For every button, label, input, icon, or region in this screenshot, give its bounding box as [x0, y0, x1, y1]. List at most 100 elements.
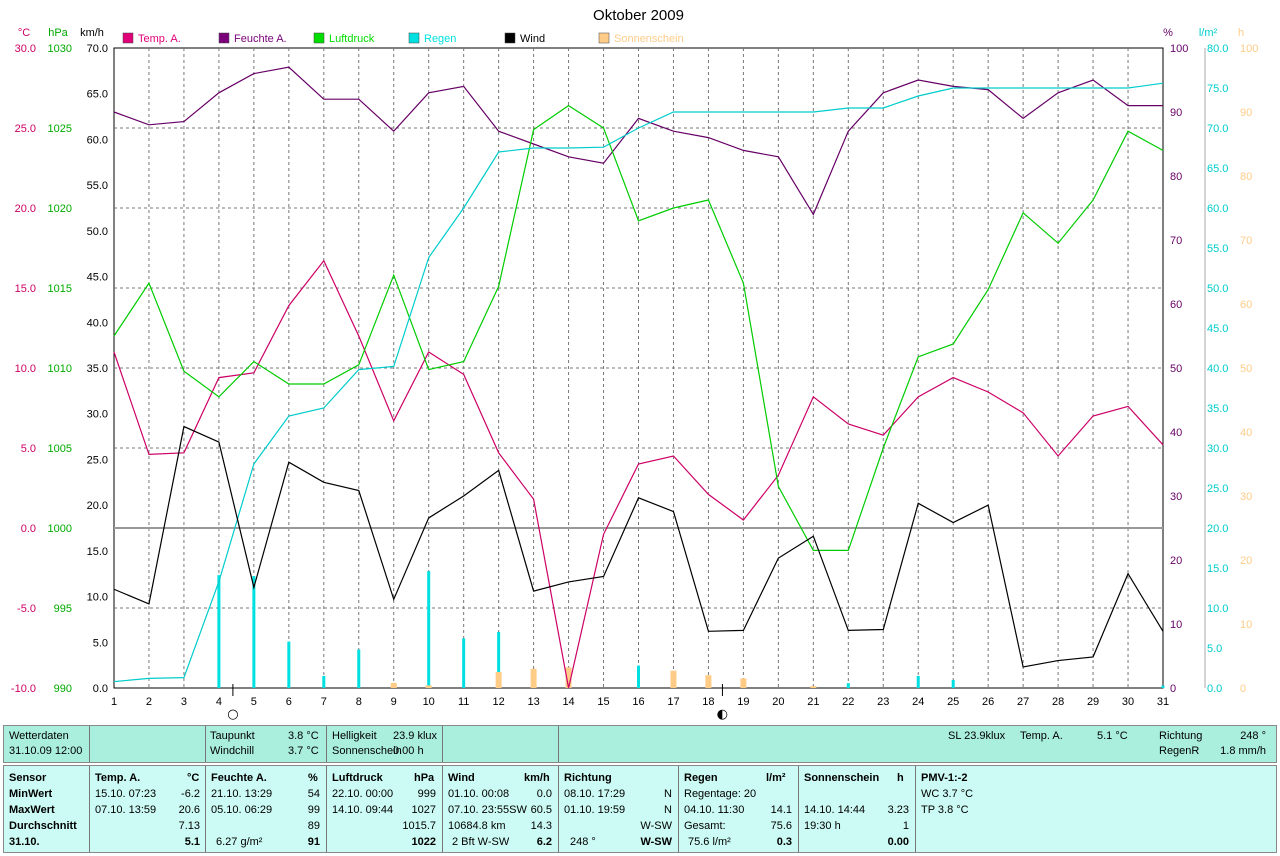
- axis-tick-label-temp: 10.0: [15, 363, 36, 375]
- x-tick-label: 8: [356, 696, 362, 708]
- wind-bft: 2 Bft W-SW: [452, 836, 510, 848]
- axis-tick-label-wind: 30.0: [87, 409, 108, 421]
- axis-tick-label-rain: 0.0: [1207, 683, 1222, 695]
- direction-avg-value: W-SW: [640, 820, 672, 832]
- series-line-regen: [113, 82, 1164, 683]
- x-tick-label: 27: [1017, 696, 1029, 708]
- pressure-header: Luftdruck: [332, 772, 383, 784]
- bar-sunshine: [530, 668, 537, 688]
- average-label: Durchschnitt: [9, 820, 77, 832]
- pmv-windchill: WC 3.7 °C: [921, 788, 974, 800]
- axis-tick-label-rain: 80.0: [1207, 43, 1228, 55]
- axis-tick-label-wind: 65.0: [87, 89, 108, 101]
- sun-today-value: 0.00: [887, 836, 909, 848]
- axis-tick-label-wind: 40.0: [87, 317, 108, 329]
- series-line-tempa: [113, 259, 1164, 689]
- bar-rain: [1161, 685, 1165, 688]
- direction-min-value: N: [664, 788, 672, 800]
- bar-sunshine: [670, 670, 677, 688]
- x-tick-label: 18: [702, 696, 714, 708]
- axis-tick-label-humidity: 60: [1170, 299, 1182, 311]
- bar-sunshine: [810, 686, 817, 688]
- humidity-header: Feuchte A.: [211, 772, 267, 784]
- weatherdata-date: 31.10.09 12:00: [9, 745, 83, 757]
- x-tick-label: 3: [181, 696, 187, 708]
- axis-tick-label-rain: 25.0: [1207, 483, 1228, 495]
- rain-total-label: Gesamt:: [684, 820, 726, 832]
- rain-days: Regentage: 20: [684, 788, 757, 800]
- bar-sunshine: [565, 667, 572, 688]
- axis-unit-rain: l/m²: [1199, 27, 1218, 39]
- axis-unit-sun: h: [1238, 27, 1244, 39]
- sun-max-value: 3.23: [887, 804, 909, 816]
- humidity-max-date: 05.10. 06:29: [211, 804, 273, 816]
- axis-tick-label-temp: -5.0: [17, 603, 36, 615]
- sun-header: Sonnenschein: [804, 772, 880, 784]
- axis-tick-label-humidity: 100: [1170, 43, 1188, 55]
- legend-swatch: [122, 32, 134, 44]
- sunshine-value: 0.00 h: [393, 745, 424, 757]
- axis-tick-label-rain: 10.0: [1207, 603, 1228, 615]
- x-tick-label: 14: [562, 696, 574, 708]
- legend-swatch: [504, 32, 516, 44]
- pressure-today-value: 1022: [411, 836, 436, 848]
- dewpoint-label: Taupunkt: [210, 730, 255, 742]
- axis-tick-label-sun: 0: [1240, 683, 1246, 695]
- axis-tick-label-temp: 25.0: [15, 123, 36, 135]
- windchill-value: 3.7 °C: [288, 745, 319, 757]
- legend-label: Luftdruck: [329, 33, 375, 45]
- bar-sunshine: [495, 672, 502, 688]
- bar-rain: [951, 680, 955, 688]
- pressure-unit: hPa: [414, 772, 435, 784]
- temp-min-date: 15.10. 07:23: [95, 788, 157, 800]
- axis-tick-label-pressure: 1015: [48, 283, 72, 295]
- pmv-header: PMV-1:-2: [921, 772, 968, 784]
- bar-rain: [287, 641, 291, 688]
- today-label: 31.10.: [9, 836, 40, 848]
- rainrate-value: 1.8 mm/h: [1220, 745, 1266, 757]
- temp-today-value: 5.1: [184, 836, 200, 848]
- direction-max-value: N: [664, 804, 672, 816]
- axis-tick-label-pressure: 1020: [48, 203, 72, 215]
- direction-today-value: W-SW: [640, 836, 672, 848]
- axis-tick-label-sun: 70: [1240, 235, 1252, 247]
- bar-rain: [846, 683, 850, 688]
- axis-tick-label-wind: 15.0: [87, 546, 108, 558]
- rain-total-value: 75.6: [770, 820, 792, 832]
- direction-max-date: 01.10. 19:59: [564, 804, 626, 816]
- legend-label: Wind: [520, 33, 545, 45]
- bar-sunshine: [740, 678, 747, 688]
- temp-min-value: -6.2: [181, 788, 200, 800]
- bar-rain: [252, 576, 256, 688]
- axis-unit-temp: °C: [18, 27, 30, 39]
- axis-tick-label-wind: 5.0: [93, 637, 108, 649]
- weather-chart: Oktober 2009-10.0-5.00.05.010.015.020.02…: [11, 7, 1258, 722]
- brightness-label: Helligkeit: [332, 730, 377, 742]
- x-tick-label: 12: [493, 696, 505, 708]
- wind-distance: 10684.8 km: [448, 820, 506, 832]
- bar-rain: [462, 638, 466, 688]
- current-temp-label: Temp. A.: [1020, 730, 1063, 742]
- x-tick-label: 30: [1122, 696, 1134, 708]
- axis-tick-label-sun: 10: [1240, 619, 1252, 631]
- axis-tick-label-humidity: 10: [1170, 619, 1182, 631]
- current-temp-value: 5.1 °C: [1097, 730, 1128, 742]
- axis-tick-label-pressure: 1025: [48, 123, 72, 135]
- pressure-min-date: 22.10. 00:00: [332, 788, 394, 800]
- sun-unit: h: [897, 772, 904, 784]
- bar-rain: [217, 575, 221, 688]
- x-tick-label: 16: [632, 696, 644, 708]
- humidity-max-value: 99: [307, 804, 320, 816]
- axis-tick-label-sun: 20: [1240, 555, 1252, 567]
- pressure-max-value: 1027: [411, 804, 436, 816]
- axis-tick-label-wind: 0.0: [93, 683, 108, 695]
- rain-unit: l/m²: [766, 772, 786, 784]
- wind-header: Wind: [448, 772, 475, 784]
- sensor-header: Sensor: [9, 772, 47, 784]
- x-tick-label: 25: [947, 696, 959, 708]
- axis-tick-label-sun: 30: [1240, 491, 1252, 503]
- legend-label: Temp. A.: [138, 33, 181, 45]
- axis-tick-label-temp: 5.0: [21, 443, 36, 455]
- axis-unit-wind: km/h: [80, 27, 104, 39]
- axis-tick-label-sun: 100: [1240, 43, 1258, 55]
